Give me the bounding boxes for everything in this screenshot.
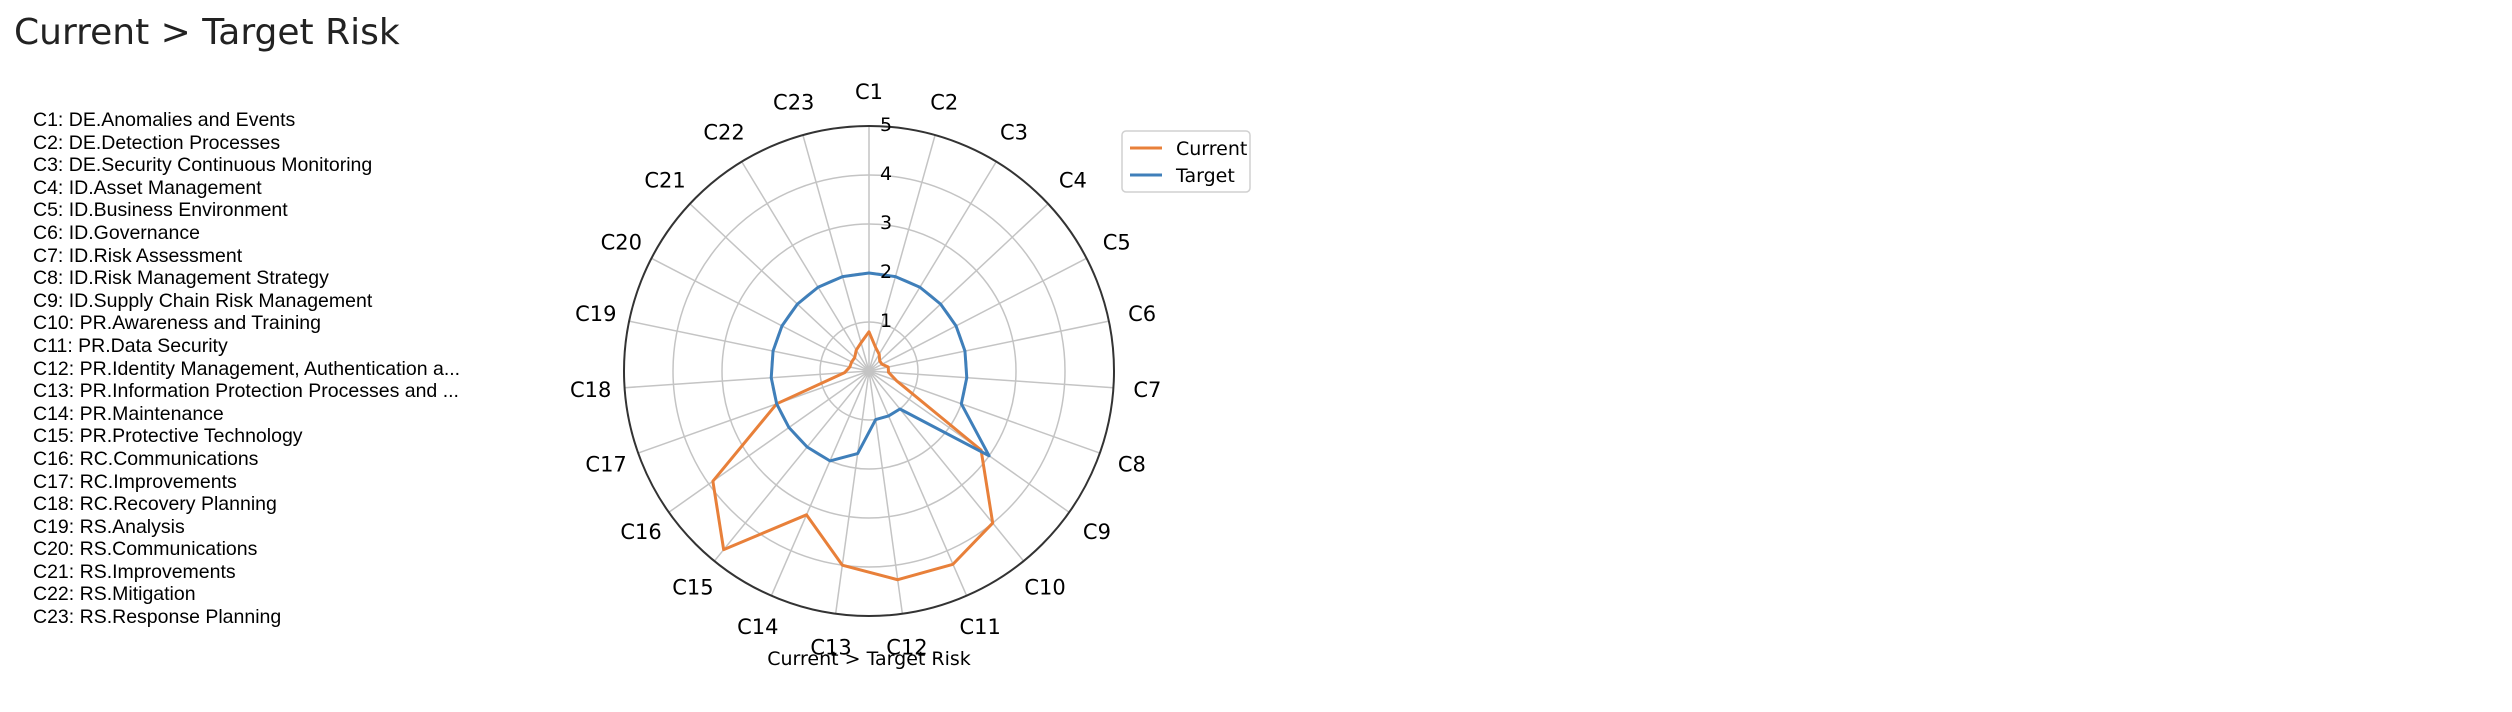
axis-label: C8 [1118,452,1146,476]
radar-spoke [868,161,997,372]
axis-label: C18 [570,378,611,402]
radar-ring [672,174,1066,568]
category-item: C10: PR.Awareness and Training [33,312,321,335]
radar-spoke [868,370,904,614]
axis-label: C9 [1083,520,1111,544]
axis-label: C11 [959,615,1000,639]
radar-ring [623,125,1115,617]
axis-label: C2 [930,90,958,114]
radar-spoke [770,370,870,597]
axis-label: C14 [737,615,778,639]
ring-tick-label: 1 [880,310,892,332]
category-item: C17: RC.Improvements [33,470,237,493]
radar-series [711,271,995,582]
axis-label: C23 [773,90,814,114]
category-item: C16: RC.Communications [33,447,259,470]
category-item: C23: RS.Response Planning [33,606,282,629]
axis-label: C4 [1059,169,1087,193]
radar-spoke [624,370,870,389]
legend-label: Current [1176,138,1247,160]
radar-axis-labels: C1 C2 C3 C4 C5 C6 C7 C8 C9 C10 C11 C12 C13 C14 C15 C16 C… [570,80,1161,659]
axis-label: C20 [601,231,642,255]
category-item: C8: ID.Risk Management Strategy [33,267,329,290]
radar-spoke [868,320,1110,372]
radar-ring-labels: 1 2 3 4 5 [880,114,892,332]
radar-spoke [868,370,1101,454]
radar-spoke [668,370,870,513]
axis-label: C21 [644,169,685,193]
radar-spoke [689,203,870,372]
axis-label: C22 [703,121,744,145]
category-item: C3: DE.Security Continuous Monitoring [33,154,373,177]
radar-spoke [834,370,870,614]
category-item: C6: ID.Governance [33,221,200,244]
ring-tick-label: 2 [880,261,892,283]
ring-tick-label: 4 [880,163,892,185]
category-item: C13: PR.Information Protection Processes… [33,380,459,403]
axis-label: C1 [855,80,883,104]
axis-label: C7 [1133,378,1161,402]
radar-spoke [713,370,870,562]
page-title: Current > Target Risk [14,12,400,53]
radar-spoke [868,134,936,372]
radar-spoke [637,370,870,454]
category-item: C5: ID.Business Environment [33,199,288,222]
axis-label: C12 [886,635,927,659]
axis-label: C6 [1128,302,1156,326]
radar-grid [623,125,1115,617]
axis-label: C10 [1024,575,1065,599]
radar-spoke [868,370,1114,389]
chart-xlabel: Current > Target Risk [767,648,971,670]
series-line-target [769,271,991,463]
axis-label: C16 [620,520,661,544]
legend-box [1121,130,1251,193]
radar-spoke [651,257,870,372]
category-item: C7: ID.Risk Assessment [33,244,243,267]
series-line-current [711,330,995,582]
radar-spoke [741,161,870,372]
chart-legend: Current Target [1121,130,1251,193]
axis-label: C13 [810,635,851,659]
category-item: C18: RC.Recovery Planning [33,493,277,516]
category-item: C4: ID.Asset Management [33,176,262,199]
axis-label: C15 [672,575,713,599]
category-item: C1: DE.Anomalies and Events [33,109,296,131]
ring-tick-label: 5 [880,114,892,136]
category-item: C15: PR.Protective Technology [33,425,303,448]
radar-spoke [868,203,1049,372]
axis-label: C17 [585,452,626,476]
category-item: C12: PR.Identity Management, Authenticat… [33,357,461,380]
axis-label: C19 [575,302,616,326]
category-item: C22: RS.Mitigation [33,583,196,606]
category-item: C14: PR.Maintenance [33,402,224,425]
radar-spoke [802,134,870,372]
axis-label: C3 [1000,121,1028,145]
category-item: C21: RS.Improvements [33,560,236,583]
category-item: C20: RS.Communications [33,538,258,561]
category-legend-list: C1: DE.Anomalies and Events C2: DE.Detect… [33,109,460,629]
radar-ring [819,321,919,421]
category-item: C11: PR.Data Security [33,334,228,357]
radar-ring [721,223,1017,519]
category-item: C2: DE.Detection Processes [33,131,281,154]
legend-label: Target [1175,165,1235,187]
category-item: C9: ID.Supply Chain Risk Management [33,289,373,312]
radar-spoke [868,257,1087,372]
radar-spoke [868,370,1025,562]
radar-spoke [868,370,968,597]
radar-spoke [628,320,870,372]
ring-tick-label: 3 [880,212,892,234]
axis-label: C5 [1103,231,1131,255]
category-item: C19: RS.Analysis [33,515,185,538]
